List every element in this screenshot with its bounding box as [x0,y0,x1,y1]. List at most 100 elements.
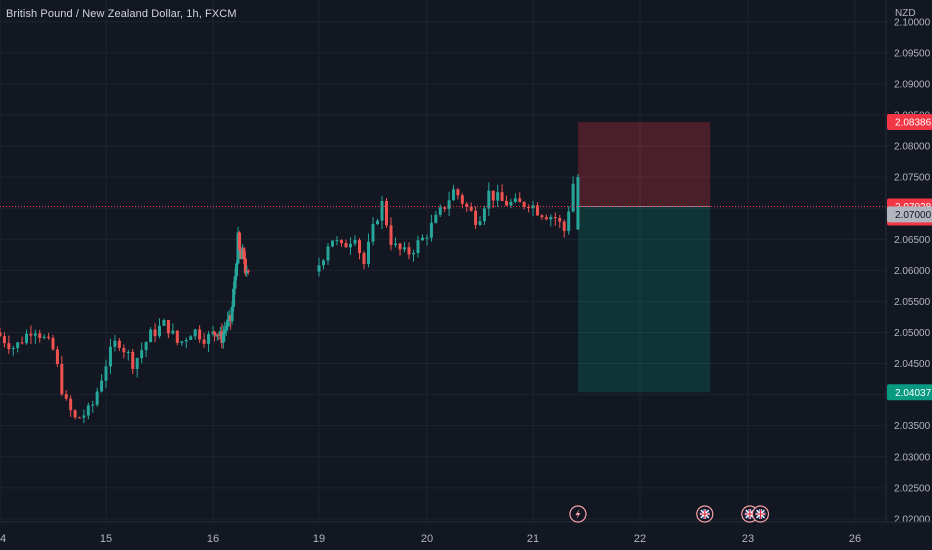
candle-body [331,240,334,247]
candle-body [344,243,348,248]
level-badge-text: 2.07000 [895,210,932,221]
price-tick-label: 2.06000 [894,266,931,277]
time-tick-label: 4 [0,533,6,545]
candle-body [482,208,486,222]
price-axis-background [886,0,932,550]
candle-body [421,237,424,241]
candle-body [149,329,153,343]
candle-body [362,253,366,264]
candle-body [474,210,478,225]
candle-body [29,333,33,336]
candle-body [162,320,166,326]
candle-body [166,320,170,334]
candle-body [214,333,218,336]
price-tick-label: 2.03500 [894,421,931,432]
candle-body [235,263,239,277]
candle-body [487,190,491,209]
level-badge-bg [887,206,932,223]
candle-body [226,319,230,327]
candle-body [398,243,402,250]
candle-body [385,201,388,226]
candle-body [2,336,6,344]
candle-body [438,207,442,215]
candle-body [175,330,179,343]
candle-body [144,342,148,351]
candle-body [491,190,495,201]
candle-body [522,202,526,207]
stop-loss-badge-bg [887,114,932,131]
stop-loss-badge: 2.08386 [887,114,932,131]
candle-body [505,201,508,206]
candle-body [95,391,99,405]
candle-body [358,240,361,254]
candle-body [335,240,339,242]
candle-body [33,333,37,336]
candle-body [509,201,513,206]
candle-body [117,340,121,348]
candle-body [245,270,249,274]
candle-body [340,240,343,244]
candle-body [104,366,108,381]
candle-body [243,258,247,274]
stop-loss-zone [577,122,711,207]
candle-body [434,214,438,223]
currency-label: NZD [895,8,916,19]
candle-body [349,243,352,248]
candle-body [535,205,539,216]
time-tick-label: 23 [742,533,754,545]
candle-body [20,342,24,344]
candle-body [527,206,531,209]
take-profit-badge-bg [887,384,932,401]
candle-body [60,363,64,395]
candle-body [91,404,95,406]
candle-body [478,221,482,225]
candlestick-series [0,174,580,424]
short-position-tool[interactable] [577,122,711,393]
candle-body [562,221,566,231]
uk-flag-icon [696,505,714,523]
horizontal-grid [0,21,886,520]
time-axis[interactable]: 4 15 16 19 20 21 22 23 26 [0,521,932,550]
flash-event-icon [569,505,587,523]
event-markers[interactable] [569,505,770,523]
chart-title: British Pound / New Zealand Dollar, 1h, … [6,8,237,20]
candle-body [126,352,130,354]
candle-body [246,270,250,272]
candle-body [221,333,225,343]
candle-body [16,342,20,349]
candle-body [403,247,406,250]
candle-body [193,329,197,337]
candle-body [567,211,571,231]
candle-body [108,346,112,367]
candle-body [238,232,241,250]
candle-body [11,348,15,350]
price-tick-label: 2.06500 [894,235,931,246]
level-badge: 2.07000 [887,206,932,223]
candle-body [549,216,553,220]
candle-body [198,329,202,340]
candle-body [518,198,522,203]
price-tick-label: 2.02000 [894,514,931,525]
candle-body [447,200,451,209]
candle-body [82,415,86,418]
candle-body [202,339,206,344]
candle-body [571,183,575,212]
candle-body [25,333,28,344]
candle-body [78,417,81,419]
candle-body [64,394,68,399]
price-tick-label: 2.09000 [894,79,931,90]
candle-body [394,243,397,246]
price-tick-label: 2.03000 [894,452,931,463]
candle-body [429,222,433,238]
candle-body [51,337,55,350]
candle-body [73,410,77,418]
candle-body [326,246,330,261]
candle-body [407,247,411,255]
candle-body [443,207,447,209]
candle-body [42,336,46,338]
candle-body [553,216,557,219]
price-axis[interactable]: NZD2.100002.095002.090002.085002.080002.… [885,0,932,550]
candle-body [496,192,500,201]
price-tick-label: 2.09500 [894,48,931,59]
